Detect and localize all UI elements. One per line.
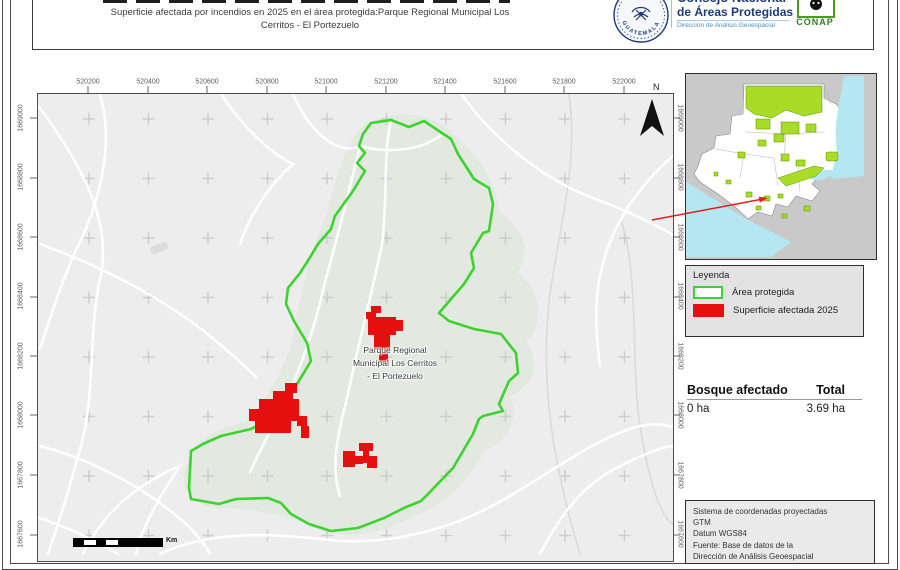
- x-axis-label: 520800: [255, 78, 279, 86]
- x-axis-label: 521000: [314, 78, 338, 86]
- info-line: Fuente: Base de datos de la: [693, 540, 794, 550]
- subtitle-line2: Cerritos - El Portezuelo: [260, 19, 360, 31]
- affected-forest-stats: Bosque afectado Total 0 ha 3.69 ha: [687, 383, 862, 415]
- subtitle-line1: Superficie afectada por incendios en 202…: [110, 7, 510, 18]
- map-canvas: [38, 94, 673, 561]
- org-name-line1: Consejo Nacional: [677, 0, 786, 5]
- pacific-water: [686, 182, 791, 257]
- scale-unit-label: Km: [166, 537, 178, 544]
- inset-protected-areas: [713, 85, 839, 219]
- x-axis-label: 520400: [136, 78, 160, 86]
- stats-col2-header: Total: [816, 383, 845, 397]
- protected-area-outline: [187, 118, 520, 533]
- caribbean-water: [831, 76, 864, 179]
- info-line: Datum WGS84: [693, 529, 747, 539]
- main-map: [37, 93, 674, 562]
- y-axis-label-left: 1669000: [17, 104, 25, 132]
- y-axis-ticks-right: [673, 117, 680, 536]
- org-name-line2: de Áreas Protegidas: [677, 5, 794, 19]
- stats-col2-value: 3.69 ha: [806, 403, 845, 415]
- legend-title: Leyenda: [693, 270, 730, 281]
- y-axis-label-left: 1668200: [17, 342, 25, 370]
- info-line: GTM: [693, 518, 711, 528]
- x-axis-label: 521400: [433, 78, 457, 86]
- x-axis-label: 521800: [552, 78, 576, 86]
- stats-col1-value: 0 ha: [687, 403, 710, 415]
- x-axis-label: 521600: [493, 78, 517, 86]
- org-department: Dirección de Análisis Geoespacial: [677, 22, 775, 29]
- org-rule: [677, 20, 789, 21]
- info-line: Dirección de Análisis Geoespacial: [693, 551, 814, 561]
- x-axis-label: 520200: [76, 78, 100, 86]
- north-arrow-icon: [640, 99, 664, 136]
- legend-item-protected-area: Área protegida: [693, 286, 856, 299]
- stats-col1-header: Bosque afectado: [687, 383, 788, 397]
- protected-area-name-label: Parque Regional Municipal Los Cerritos -…: [352, 345, 438, 381]
- conap-logo-icon: [797, 0, 835, 18]
- guatemala-seal-icon: GUATEMALA: [613, 0, 669, 43]
- conap-label: CONAP: [796, 17, 834, 27]
- main-title-cutoff: [103, 0, 510, 3]
- y-axis-label-left: 1667800: [17, 461, 25, 489]
- y-axis-label-left: 1668400: [17, 282, 25, 310]
- legend-item-affected-area: Superficie afectada 2025: [693, 304, 856, 317]
- protected-area-swatch-icon: [693, 286, 723, 299]
- info-line: Sistema de coordenadas proyectadas: [693, 507, 828, 516]
- affected-area-swatch-icon: [693, 304, 724, 317]
- x-axis-label: 522000: [612, 78, 636, 86]
- stats-divider: [687, 399, 862, 400]
- north-label: N: [653, 82, 660, 92]
- coordinate-system-info: Sistema de coordenadas proyectadas GTM D…: [685, 500, 875, 564]
- y-axis-label-left: 1668800: [17, 163, 25, 191]
- header-divider: [671, 0, 672, 28]
- y-axis-label-left: 1668000: [17, 401, 25, 429]
- y-axis-label-left: 1668600: [17, 223, 25, 251]
- x-axis-label: 520600: [195, 78, 219, 86]
- scale-bar: [73, 538, 163, 547]
- locator-arrow: [651, 196, 768, 221]
- minor-roads: [545, 94, 673, 555]
- y-axis-ticks-left: [30, 117, 37, 536]
- grid-crosses: [38, 94, 673, 561]
- map-subtitle: Superficie afectada por incendios en 202…: [30, 7, 590, 33]
- affected-area-patches: [249, 306, 403, 468]
- legend: Leyenda Área protegida Superficie afecta…: [685, 265, 864, 337]
- x-axis-ticks: [87, 86, 625, 93]
- x-axis-label: 521200: [374, 78, 398, 86]
- inset-locator-map: [685, 73, 877, 260]
- y-axis-label-left: 1667600: [17, 520, 25, 548]
- header-box: [32, 0, 874, 50]
- gray-patch: [150, 242, 168, 254]
